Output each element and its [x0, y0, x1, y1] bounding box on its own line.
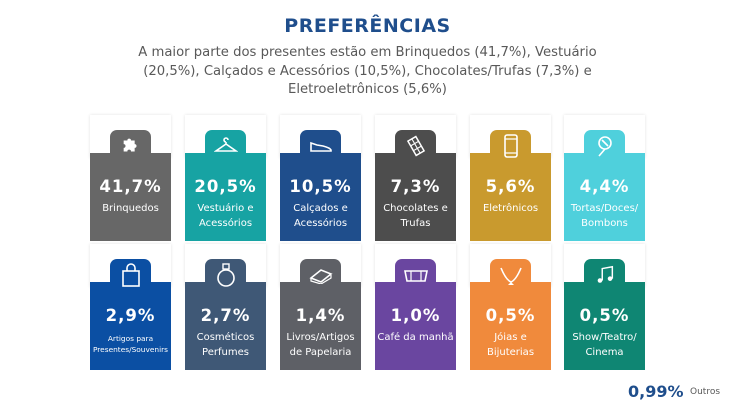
card-label: Chocolates e Trufas — [383, 203, 448, 229]
card-chocolates: 7,3% Chocolates e Trufas — [375, 115, 456, 241]
card-bottom — [90, 282, 171, 370]
card-value: 1,0% — [390, 306, 441, 325]
card-bottom — [280, 282, 361, 370]
card-value: 2,9% — [105, 306, 156, 325]
card-bottom — [185, 282, 266, 370]
card-bottom — [375, 282, 456, 370]
card-value: 1,4% — [295, 306, 346, 325]
card-tortas: 4,4% Tortas/Doces/ Bombons — [564, 115, 645, 241]
card-bottom — [564, 153, 645, 241]
card-bottom — [375, 153, 456, 241]
card-label: Jóias e Bijuterias — [486, 332, 535, 358]
gift-bag-icon — [115, 260, 146, 290]
card-bottom — [185, 153, 266, 241]
others-label: Outros — [690, 387, 721, 397]
card-label: Artigos para Presentes/Souvenirs — [92, 334, 169, 354]
card-label: Eletrônicos — [482, 203, 539, 214]
page-title: PREFERÊNCIAS — [284, 15, 451, 37]
card-bottom — [564, 282, 645, 370]
card-value: 0,5% — [485, 306, 536, 325]
shoe-icon — [305, 131, 336, 161]
card-joias: 0,5% Jóias e Bijuterias — [470, 244, 551, 370]
card-calcados: 10,5% Calçados e Acessórios — [280, 115, 361, 241]
card-value: 10,5% — [289, 177, 352, 196]
card-cafe-da-manha: 1,0% Café da manhã — [375, 244, 456, 370]
card-value: 41,7% — [99, 177, 162, 196]
puzzle-icon — [115, 131, 146, 161]
card-eletronicos: 5,6% Eletrônicos — [470, 115, 551, 241]
card-bottom — [90, 153, 171, 241]
card-label: Café da manhã — [377, 332, 454, 343]
card-cosmeticos: 2,7% Cosméticos Perfumes — [185, 244, 266, 370]
card-bottom — [280, 153, 361, 241]
card-label: Calçados e Acessórios — [293, 203, 348, 229]
card-value: 2,7% — [200, 306, 251, 325]
card-label: Cosméticos Perfumes — [196, 332, 255, 358]
card-value: 4,4% — [579, 177, 630, 196]
card-value: 7,3% — [390, 177, 441, 196]
card-label: Tortas/Doces/ Bombons — [570, 203, 639, 229]
page-subtitle: A maior parte dos presentes estão em Bri… — [138, 45, 597, 97]
jewelry-icon — [495, 260, 526, 290]
music-notes-icon — [589, 260, 620, 290]
card-label: Vestuário e Acessórios — [197, 203, 254, 229]
hanger-icon — [210, 131, 241, 161]
candy-icon — [589, 131, 620, 161]
card-label: Brinquedos — [102, 203, 159, 214]
card-bottom — [470, 153, 551, 241]
card-value: 20,5% — [194, 177, 257, 196]
breakfast-icon — [400, 260, 431, 290]
card-livros: 1,4% Livros/Artigos de Papelaria — [280, 244, 361, 370]
card-brinquedos: 41,7% Brinquedos — [90, 115, 171, 241]
smartphone-icon — [495, 131, 526, 161]
card-label: Livros/Artigos de Papelaria — [286, 332, 355, 358]
card-value: 0,5% — [579, 306, 630, 325]
card-bottom — [470, 282, 551, 370]
book-icon — [305, 260, 336, 290]
card-artigos-presentes: 2,9% Artigos para Presentes/Souvenirs — [90, 244, 171, 370]
chocolate-icon — [400, 131, 431, 161]
card-show-teatro: 0,5% Show/Teatro/ Cinema — [564, 244, 645, 370]
card-label: Show/Teatro/ Cinema — [572, 332, 637, 358]
card-vestuario: 20,5% Vestuário e Acessórios — [185, 115, 266, 241]
card-value: 5,6% — [485, 177, 536, 196]
others-value: 0,99% — [628, 382, 684, 401]
perfume-icon — [210, 260, 241, 290]
